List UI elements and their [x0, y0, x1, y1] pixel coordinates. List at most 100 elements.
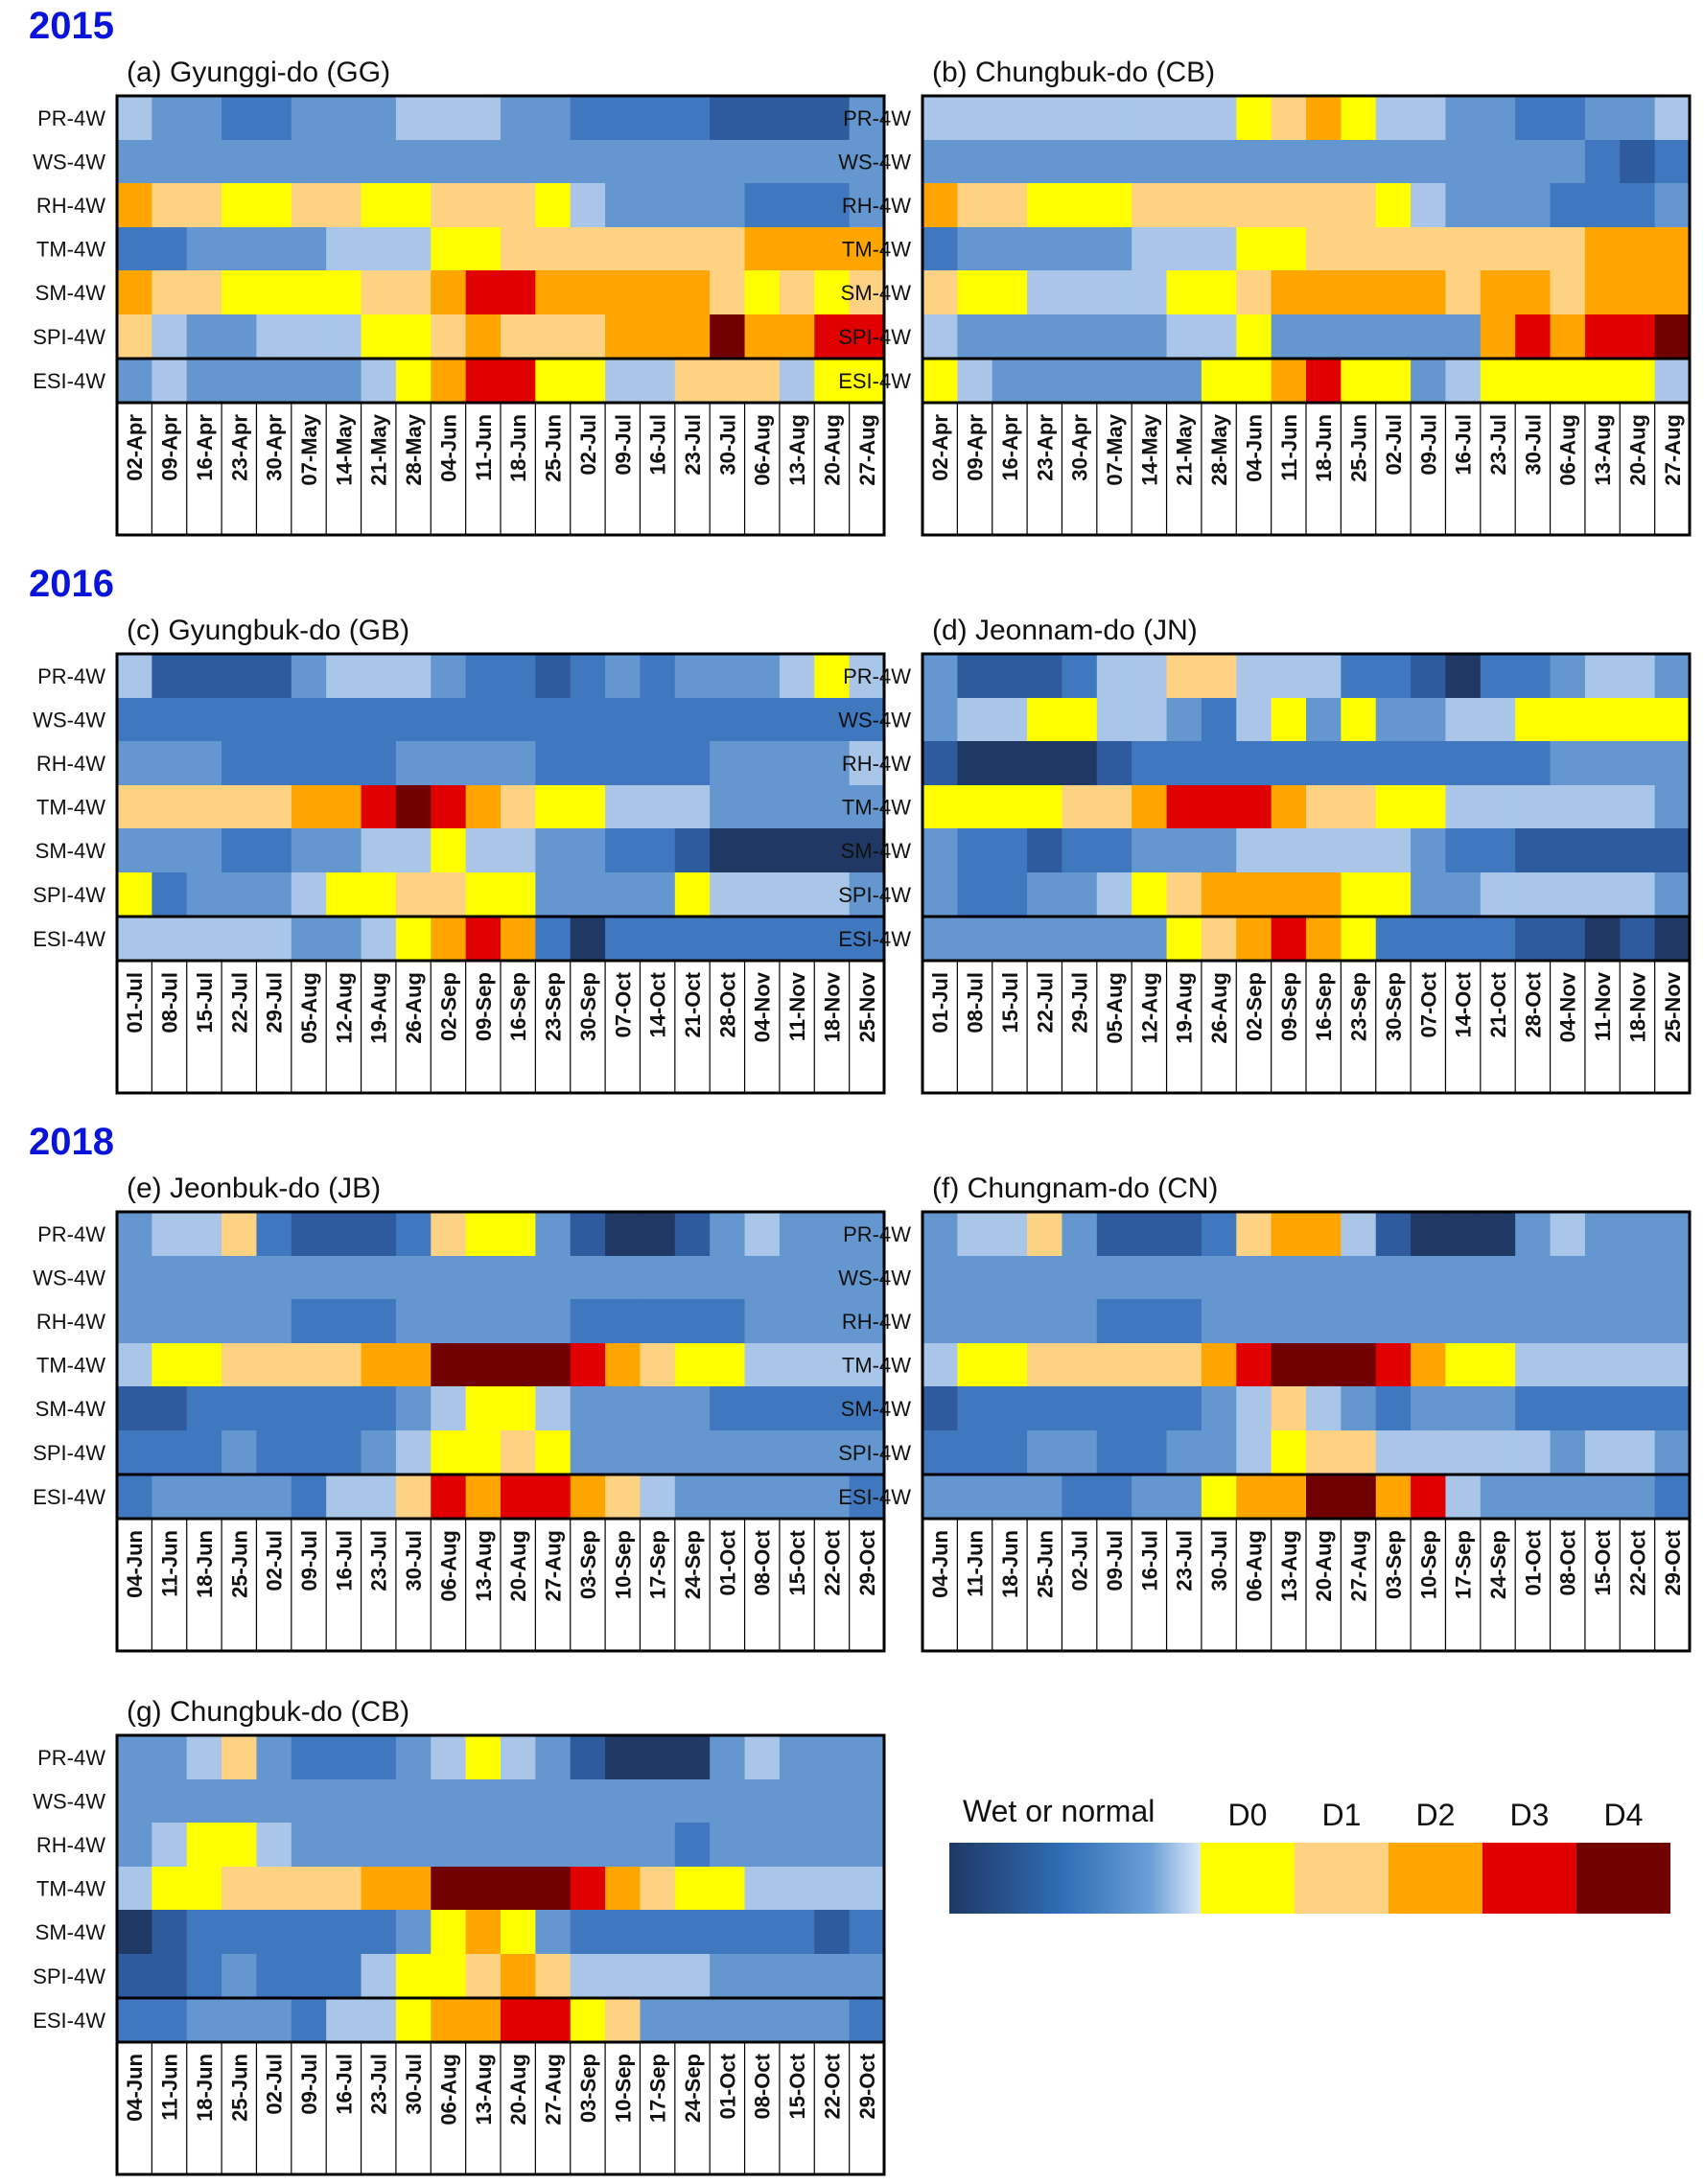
heatmap-cell [431, 1910, 467, 1955]
heatmap-cell [640, 96, 676, 141]
heatmap-cell [465, 1779, 502, 1824]
heatmap-cell [501, 1735, 536, 1780]
heatmap-cell [291, 227, 327, 271]
heatmap-cell [117, 785, 152, 829]
heatmap-cell [779, 1212, 815, 1257]
heatmap-cell [431, 140, 467, 184]
heatmap-cell [1062, 140, 1098, 184]
heatmap-cell [186, 917, 222, 962]
heatmap-cell [1620, 1475, 1656, 1520]
heatmap-cell [957, 785, 993, 829]
heatmap-cell [535, 183, 572, 228]
x-tick-label: 01-Oct [715, 2053, 739, 2119]
heatmap-cell [1341, 227, 1377, 271]
heatmap-cell [1341, 828, 1377, 873]
heatmap-cell [1375, 785, 1412, 829]
heatmap-cell [1654, 140, 1691, 184]
heatmap-cell [1132, 1212, 1168, 1257]
heatmap-cell [1550, 785, 1586, 829]
x-tick-label: 30-Jul [1521, 414, 1545, 476]
heatmap-cell [1375, 314, 1412, 360]
heatmap-cell [674, 359, 711, 404]
x-tick-label: 23-Jul [681, 414, 705, 476]
legend-swatch-d3 [1482, 1843, 1576, 1914]
heatmap-cell [605, 96, 642, 141]
heatmap-cell [957, 1256, 993, 1300]
heatmap-cell [674, 872, 711, 918]
heatmap-cell [1445, 1212, 1482, 1257]
heatmap-cell [186, 1299, 222, 1344]
heatmap-cell [1236, 785, 1272, 829]
x-tick-label: 20-Aug [820, 414, 844, 486]
heatmap-cell [1236, 314, 1272, 360]
heatmap-cell [849, 1779, 885, 1824]
heatmap-cell [992, 359, 1028, 404]
heatmap-cell [674, 1867, 711, 1911]
x-tick-label: 02-Jul [1068, 1530, 1092, 1592]
heatmap-cell [1620, 1343, 1656, 1387]
heatmap-cell [814, 1823, 851, 1868]
heatmap-cell [1096, 1430, 1132, 1475]
heatmap-cell [1550, 698, 1586, 742]
heatmap-cell [465, 227, 502, 271]
x-tick-label: 10-Sep [611, 1530, 635, 1599]
heatmap-cell [1062, 654, 1098, 699]
heatmap-cell [117, 1386, 152, 1431]
heatmap-cell [1480, 359, 1516, 404]
heatmap-cell [291, 1954, 327, 1999]
heatmap-cell [326, 917, 362, 962]
heatmap-cell [117, 828, 152, 873]
heatmap-cell [395, 1475, 432, 1520]
heatmap-cell [1550, 1299, 1586, 1344]
heatmap-cell [1411, 1386, 1447, 1431]
heatmap-cell [640, 828, 676, 873]
heatmap-cell [1201, 140, 1237, 184]
x-tick-label: 07-Oct [611, 971, 635, 1037]
heatmap-cell [1271, 785, 1307, 829]
heatmap-cell [256, 1867, 292, 1911]
heatmap-cell [1062, 359, 1098, 404]
heatmap-cell [501, 1212, 536, 1257]
x-tick-label: 09-Apr [964, 414, 988, 481]
row-label: TM-4W [842, 238, 911, 262]
heatmap-cell [570, 1299, 606, 1344]
heatmap-cell [1027, 828, 1063, 873]
heatmap-cell [1341, 872, 1377, 918]
heatmap-cell [117, 1299, 152, 1344]
heatmap-cell [1341, 1430, 1377, 1475]
heatmap-cell [744, 1256, 781, 1300]
heatmap-cell [922, 785, 958, 829]
heatmap-cell [1096, 227, 1132, 271]
heatmap-cell [535, 828, 572, 873]
heatmap-cell [1166, 917, 1202, 962]
heatmap-cell [1271, 270, 1307, 315]
panel-d: (d) Jeonnam-do (JN) PR-4W WS-4W RH-4W TM-4W S… [838, 615, 1692, 1095]
heatmap-cell [1306, 1430, 1342, 1475]
heatmap-cell [1375, 1430, 1412, 1475]
heatmap-cell [922, 183, 958, 228]
heatmap-cell [640, 1256, 676, 1300]
row-label: WS-4W [33, 151, 105, 174]
heatmap-cell [291, 1779, 327, 1824]
heatmap-cell [1515, 140, 1552, 184]
heatmap-cell [1550, 1386, 1586, 1431]
heatmap-cell [395, 1386, 432, 1431]
heatmap-cell [1620, 314, 1656, 360]
heatmap-cell [1271, 698, 1307, 742]
heatmap-cell [361, 1998, 397, 2043]
heatmap-cell [1062, 1475, 1098, 1520]
heatmap-cell [1411, 96, 1447, 141]
heatmap-cell [992, 828, 1028, 873]
heatmap-cell [361, 96, 397, 141]
heatmap-cell [674, 1954, 711, 1999]
heatmap-cell [1236, 183, 1272, 228]
heatmap-cell [431, 1998, 467, 2043]
heatmap-cell [605, 741, 642, 786]
heatmap-cell [431, 1212, 467, 1257]
heatmap-cell [570, 828, 606, 873]
heatmap-cell [222, 1386, 258, 1431]
heatmap-cell [431, 1779, 467, 1824]
heatmap-cell [1132, 1386, 1168, 1431]
heatmap-cell [1166, 96, 1202, 141]
heatmap-cell [1306, 917, 1342, 962]
